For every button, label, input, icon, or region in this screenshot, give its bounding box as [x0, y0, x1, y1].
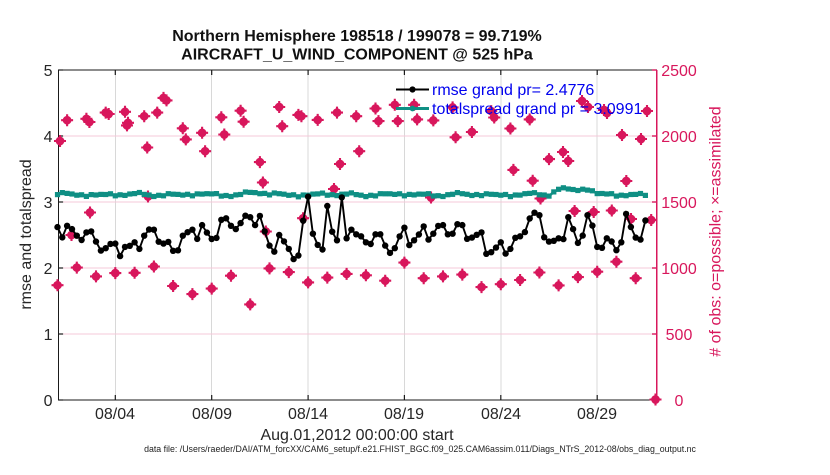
svg-text:08/09: 08/09: [192, 406, 232, 423]
svg-text:1: 1: [44, 327, 53, 344]
svg-text:Northern Hemisphere 198518 / 1: Northern Hemisphere 198518 / 199078 = 99…: [172, 28, 542, 45]
svg-text:08/19: 08/19: [384, 406, 424, 423]
svg-text:2000: 2000: [661, 129, 697, 146]
svg-text:08/04: 08/04: [95, 406, 135, 423]
svg-text:0: 0: [675, 393, 684, 410]
svg-text:rmse and totalspread: rmse and totalspread: [18, 159, 35, 309]
svg-text:Aug.01,2012 00:00:00 start: Aug.01,2012 00:00:00 start: [260, 427, 454, 444]
svg-text:1000: 1000: [661, 261, 697, 278]
svg-text:rmse grand pr= 2.4776: rmse grand pr= 2.4776: [432, 82, 594, 99]
svg-text:1500: 1500: [661, 195, 697, 212]
svg-text:2: 2: [44, 261, 53, 278]
svg-text:500: 500: [666, 327, 693, 344]
svg-text:AIRCRAFT_U_WIND_COMPONENT @ 52: AIRCRAFT_U_WIND_COMPONENT @ 525 hPa: [181, 47, 533, 64]
svg-text:08/14: 08/14: [288, 406, 328, 423]
svg-text:0: 0: [44, 393, 53, 410]
svg-text:data file: /Users/raeder/DAI/A: data file: /Users/raeder/DAI/ATM_forcXX/…: [144, 444, 696, 454]
svg-text:# of obs: o=possible; ×=assimi: # of obs: o=possible; ×=assimilated: [708, 106, 725, 356]
svg-text:3: 3: [44, 195, 53, 212]
svg-text:5: 5: [44, 63, 53, 80]
svg-text:08/24: 08/24: [481, 406, 521, 423]
svg-text:2500: 2500: [661, 63, 697, 80]
svg-text:4: 4: [44, 129, 53, 146]
svg-text:totalspread grand pr = 3.0991: totalspread grand pr = 3.0991: [432, 101, 642, 118]
svg-text:08/29: 08/29: [577, 406, 617, 423]
